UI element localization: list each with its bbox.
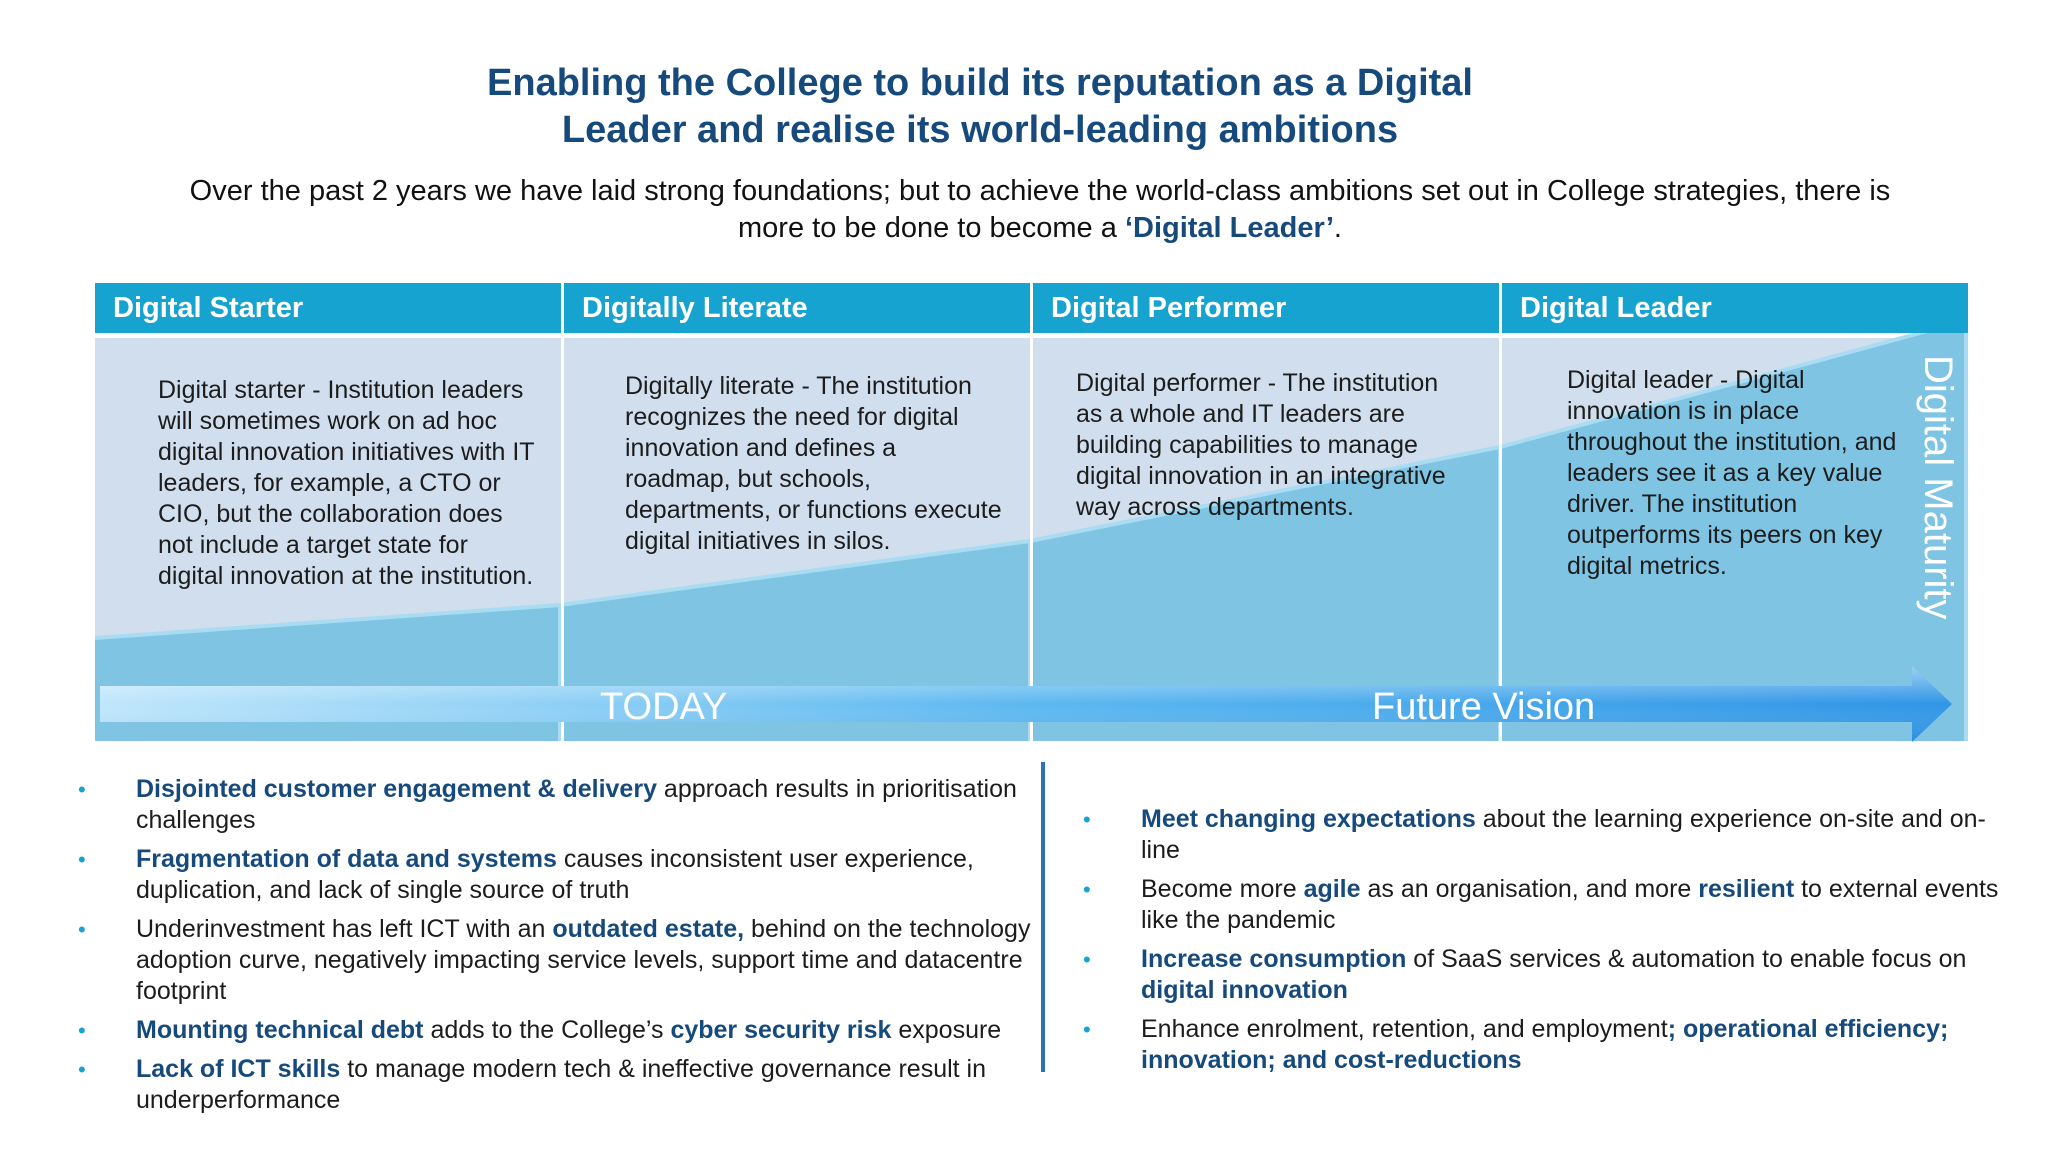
bullet-text: Enhance enrolment, retention, and employ…: [1141, 1015, 1668, 1043]
bullet-dot-icon: •: [78, 1057, 86, 1082]
bullet-emphasis: Mounting technical debt: [136, 1016, 424, 1044]
subtitle-end: .: [1333, 212, 1342, 244]
bullet-dot-icon: •: [1083, 807, 1091, 832]
bullet-item: • Mounting technical debt adds to the Col…: [78, 1015, 1033, 1046]
bullet-text: adds to the College’s: [423, 1016, 671, 1044]
bullet-item: • Disjointed customer engagement & delive…: [78, 774, 1033, 836]
digital-maturity-label: Digital Maturity: [1916, 355, 1960, 620]
bullet-item: • Underinvestment has left ICT with an ou…: [78, 914, 1033, 1007]
bullet-emphasis: cyber security risk: [670, 1016, 892, 1044]
bullet-text: to external events like the pandemic: [1141, 875, 1999, 934]
bullet-item: • Increase consumption of SaaS services &…: [1083, 944, 2023, 1006]
stage-divider: [561, 283, 564, 741]
timeline-arrow: [100, 666, 1952, 742]
bullet-dot-icon: •: [1083, 1017, 1091, 1042]
bullet-emphasis: outdated estate,: [552, 915, 745, 943]
subtitle-text: Over the past 2 years we have laid stron…: [189, 175, 1891, 244]
bullet-text: Underinvestment has left ICT with an: [136, 915, 553, 943]
bullet-item: • Meet changing expectations about the le…: [1083, 804, 2023, 866]
bullet-text: about the learning experience on-site an…: [1141, 805, 1986, 864]
column-divider: [1041, 762, 1045, 1072]
bullet-emphasis: Fragmentation of data and systems: [136, 845, 557, 873]
stage-header-digital-leader: Digital Leader: [1502, 283, 1968, 333]
bullet-emphasis: agile: [1303, 875, 1361, 903]
bullet-item: • Enhance enrolment, retention, and emplo…: [1083, 1014, 2023, 1076]
bullet-item: • Fragmentation of data and systems cause…: [78, 844, 1033, 906]
bullet-text: as an organisation, and more: [1360, 875, 1699, 903]
page-title: Enabling the College to build its reputa…: [300, 60, 1660, 154]
bullet-dot-icon: •: [1083, 877, 1091, 902]
bullet-text: approach results in prioritisation chall…: [136, 775, 1017, 834]
bullet-text: of SaaS services & automation to enable …: [1406, 945, 1967, 973]
bullet-dot-icon: •: [1083, 947, 1091, 972]
stage-header-digitally-literate: Digitally Literate: [564, 283, 1030, 333]
bullet-item: • Become more agile as an organisation, a…: [1083, 874, 2023, 936]
bullet-emphasis: Increase consumption: [1141, 945, 1407, 973]
challenges-list: • Disjointed customer engagement & delive…: [78, 774, 1033, 1124]
bullet-text: behind on the technology adoption curve,…: [136, 915, 1031, 1005]
bullet-text: exposure: [891, 1016, 1002, 1044]
stage-divider: [1499, 283, 1502, 741]
bullet-emphasis: resilient: [1698, 875, 1795, 903]
stage-header-digital-performer: Digital Performer: [1033, 283, 1499, 333]
bullet-emphasis: ; operational efficiency; innovation; an…: [1141, 1015, 1949, 1074]
bullet-dot-icon: •: [78, 1018, 86, 1043]
ambitions-list: • Meet changing expectations about the le…: [1083, 804, 2023, 1084]
timeline-today-label: TODAY: [600, 686, 728, 728]
stage-text-digitally-literate: Digitally literate - The institution rec…: [625, 372, 1002, 555]
page-subtitle: Over the past 2 years we have laid stron…: [160, 173, 1920, 247]
stage-text-digital-leader: Digital leader - Digital innovation is i…: [1567, 366, 1897, 580]
stage-header-digital-starter: Digital Starter: [95, 283, 561, 333]
bullet-emphasis: Lack of ICT skills: [136, 1055, 341, 1083]
bullet-dot-icon: •: [78, 777, 86, 802]
bullet-emphasis: Meet changing expectations: [1141, 805, 1476, 833]
bullet-dot-icon: •: [78, 847, 86, 872]
bullet-emphasis: Disjointed customer engagement & deliver…: [136, 775, 657, 803]
stage-divider: [1030, 283, 1033, 741]
page-title-line-2: Leader and realise its world-leading amb…: [561, 109, 1399, 151]
bullet-emphasis: digital innovation: [1141, 976, 1348, 1004]
bullet-text: Become more: [1141, 875, 1304, 903]
bullet-dot-icon: •: [78, 917, 86, 942]
bullet-text: to manage modern tech & ineffective gove…: [136, 1055, 987, 1114]
bullet-text: causes inconsistent user experience, dup…: [136, 845, 974, 904]
timeline-future-vision-label: Future Vision: [1372, 686, 1596, 728]
stage-text-digital-starter: Digital starter - Institution leaders wi…: [158, 376, 535, 590]
stage-text-digital-performer: Digital performer - The institution as a…: [1076, 369, 1446, 521]
page-title-line-1: Enabling the College to build its reputa…: [487, 62, 1473, 104]
subtitle-highlight: ‘Digital Leader’: [1124, 212, 1334, 244]
bullet-item: • Lack of ICT skills to manage modern tec…: [78, 1054, 1033, 1116]
